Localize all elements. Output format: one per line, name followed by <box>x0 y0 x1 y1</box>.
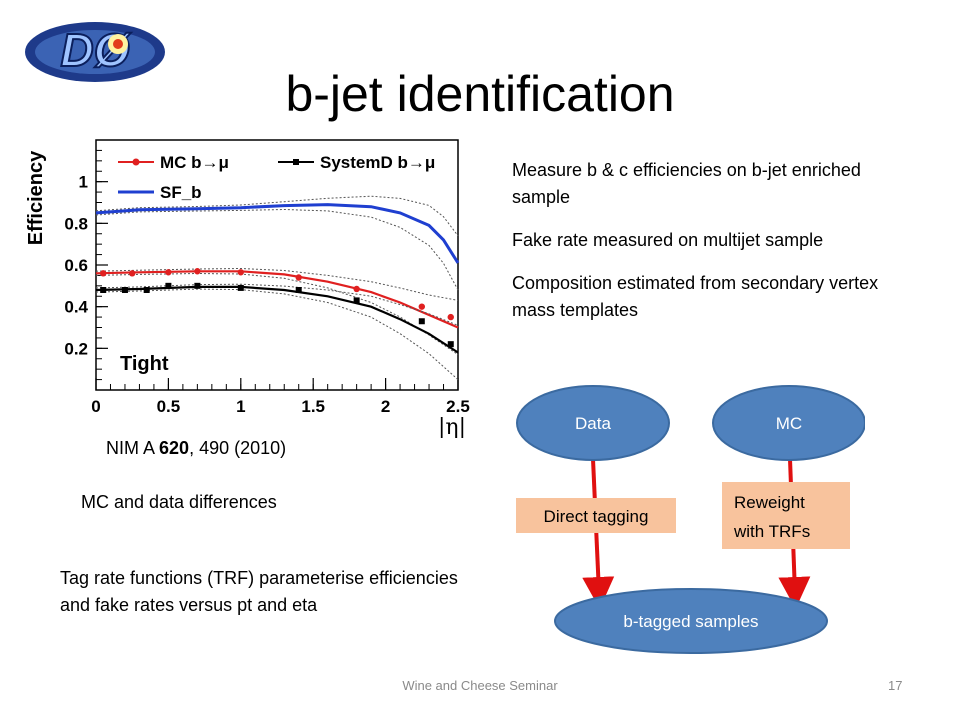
series-0-point-6 <box>353 285 360 293</box>
citation-volume: 620 <box>159 438 190 458</box>
series-0-point-8 <box>447 313 454 321</box>
reweight-label-line2: with TRFs <box>733 522 810 541</box>
legend-mc-label: MC b→μ <box>160 153 229 172</box>
tight-annotation: Tight <box>120 353 169 375</box>
y-tick-label-4: 1 <box>79 173 88 192</box>
series-0-point-3 <box>194 268 201 275</box>
reweight-label-line1: Reweight <box>734 493 805 512</box>
y-tick-label-3: 0.8 <box>64 214 88 233</box>
series-1-point-5 <box>237 284 244 291</box>
series-0-point-2 <box>165 269 172 276</box>
slide-title: b-jet identification <box>285 66 675 122</box>
x-axis-label: |η| <box>438 415 466 438</box>
series-1-point-4 <box>194 282 201 289</box>
y-tick-label-1: 0.4 <box>64 298 88 317</box>
data-node <box>516 385 670 461</box>
series-1-point-8 <box>418 318 425 325</box>
btagged-samples-node <box>554 588 828 654</box>
direct-tagging-box <box>516 498 676 533</box>
citation: NIM A 620, 490 (2010) <box>106 435 286 462</box>
y-tick-label-2: 0.6 <box>64 256 88 275</box>
x-tick-label-3: 1.5 <box>301 397 325 416</box>
citation-prefix: NIM A <box>106 438 160 458</box>
bullet-2: Fake rate measured on multijet sample <box>512 230 824 250</box>
efficiency-chart: 0 0.5 1 1.5 2 2.5 0.2 0.4 0.6 0.8 1 Efficiency |η| Ti… <box>25 139 470 438</box>
dzero-logo: DØ <box>25 22 165 82</box>
legend-mc-marker <box>132 158 140 166</box>
bullet-1: Measure b & c efficiencies on b-jet enri… <box>512 160 861 207</box>
series-0-point-7 <box>418 303 425 310</box>
series-0-point-5 <box>295 274 302 281</box>
reweight-box <box>722 482 850 549</box>
series-1-point-2 <box>143 287 150 293</box>
mc-node-label: MC <box>776 414 802 433</box>
tagging-flow-diagram: Data MC Direct tagging Reweight with TRF… <box>516 385 865 654</box>
series-1-band-lower <box>95 288 459 380</box>
mc-node <box>712 385 865 461</box>
series-0-point-4 <box>237 269 244 276</box>
btagged-samples-label: b-tagged samples <box>623 612 758 631</box>
series-0-line <box>95 270 459 329</box>
legend-sfb-label: SF_b <box>160 183 202 202</box>
direct-tagging-label: Direct tagging <box>544 507 649 526</box>
trf-note: Tag rate functions (TRF) parameterise ef… <box>60 568 458 615</box>
footer-title: Wine and Cheese Seminar <box>402 678 558 693</box>
page-number: 17 <box>888 678 903 693</box>
legend-systemd-marker <box>293 159 299 165</box>
x-tick-label-1: 0.5 <box>157 397 181 416</box>
bullet-list: Measure b & c efficiencies on b-jet enri… <box>512 157 912 340</box>
series-1-point-0 <box>100 287 107 293</box>
legend-systemd-label: SystemD b→μ <box>320 153 435 172</box>
series-1-point-3 <box>165 282 172 289</box>
x-tick-label-2: 1 <box>236 397 245 416</box>
series-0-point-1 <box>129 270 136 277</box>
citation-suffix: , 490 (2010) <box>189 438 287 458</box>
x-tick-label-0: 0 <box>91 397 100 416</box>
series-2-band-lower <box>95 208 459 291</box>
x-tick-label-4: 2 <box>381 397 390 416</box>
bullet-3: Composition estimated from secondary ver… <box>512 273 879 320</box>
series-1-point-9 <box>447 341 454 348</box>
series-1-line <box>95 285 459 354</box>
series-1-point-7 <box>353 297 360 304</box>
data-node-label: Data <box>575 414 611 433</box>
y-tick-label-0: 0.2 <box>64 339 88 358</box>
series-0-point-0 <box>100 270 107 277</box>
series-1-point-1 <box>121 287 128 293</box>
mc-diff-note: MC and data differences <box>81 492 277 512</box>
plot-area: 0 0.5 1 1.5 2 2.5 0.2 0.4 0.6 0.8 1 Efficiency |η| Ti… <box>25 139 470 438</box>
series-2-line <box>95 203 460 264</box>
x-tick-label-5: 2.5 <box>446 397 470 416</box>
series-1-point-6 <box>295 287 302 293</box>
y-axis-label: Efficiency <box>25 150 47 245</box>
series-2-band-upper <box>95 195 459 237</box>
